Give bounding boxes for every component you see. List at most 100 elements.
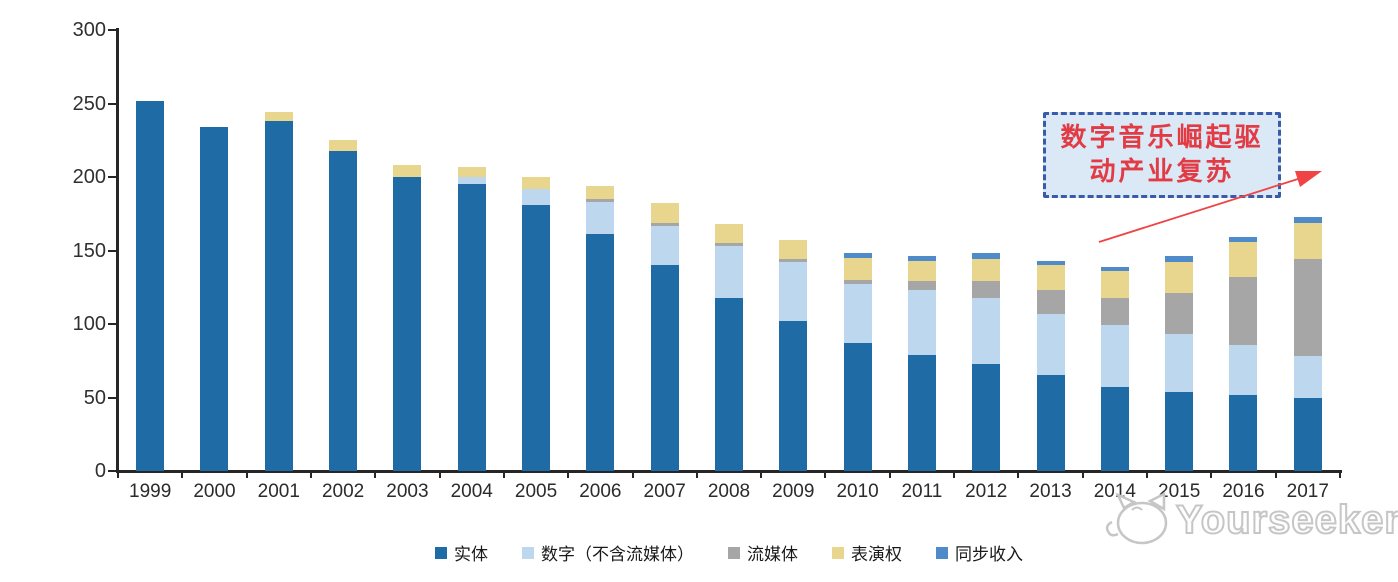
x-tick-label: 2009 — [772, 481, 815, 502]
bar-segment — [264, 121, 293, 471]
x-tick-mark — [1146, 472, 1149, 478]
watermark-brand: Yourseeker — [1175, 497, 1398, 543]
bar-group-2014 — [1083, 30, 1147, 471]
x-tick-mark — [1274, 472, 1277, 478]
bar-segment — [393, 165, 422, 177]
legend-item: 表演权 — [832, 540, 902, 565]
bar-segment — [522, 188, 551, 205]
bar-segment — [1036, 375, 1065, 471]
bar-segment — [586, 202, 615, 235]
bar-segment — [1100, 297, 1129, 326]
y-tick-mark — [108, 323, 117, 325]
y-tick-mark — [108, 396, 117, 399]
stacked-bar — [1293, 216, 1322, 471]
bar-segment — [329, 140, 358, 151]
x-tick-mark — [1339, 472, 1341, 478]
bar-segment — [1165, 262, 1194, 294]
watermark: Yourseeker — [1102, 492, 1398, 548]
bar-segment — [393, 177, 422, 471]
bar-segment — [457, 184, 486, 471]
bar-group-2013 — [1018, 30, 1082, 471]
bar-segment — [1229, 394, 1258, 471]
x-tick-label: 2000 — [193, 481, 236, 502]
stacked-bar — [1100, 266, 1129, 471]
y-tick-mark — [108, 249, 117, 252]
stacked-bar — [907, 256, 936, 471]
legend-swatch-icon — [832, 546, 844, 559]
bar-segment — [1036, 290, 1065, 314]
x-axis — [116, 470, 1342, 473]
bar-segment — [1100, 266, 1129, 272]
x-tick-mark — [824, 472, 827, 478]
bar-segment — [779, 262, 808, 322]
y-tick-mark — [108, 176, 117, 178]
bar-segment — [779, 240, 808, 260]
x-tick-label: 2008 — [707, 481, 751, 502]
x-tick-label: 2002 — [321, 481, 365, 502]
stacked-bar — [1229, 237, 1258, 471]
bar-segment — [1165, 293, 1194, 335]
bar-segment — [136, 100, 165, 471]
bar-segment — [1293, 356, 1322, 398]
annotation-text-line2: 动产业复苏 — [1089, 157, 1235, 186]
plot-bars — [118, 30, 1340, 471]
legend: 实体 数字（不含流媒体） 流媒体 表演权 同步收入 — [118, 540, 1340, 565]
x-tick-label: 2014 — [1093, 481, 1136, 502]
y-tick-label: 150 — [72, 239, 106, 262]
bar-group-2007 — [633, 30, 697, 471]
bar-group-2015 — [1147, 30, 1211, 471]
legend-item: 流媒体 — [728, 540, 798, 565]
x-tick-label: 2006 — [579, 481, 622, 502]
bar-segment — [1293, 216, 1322, 223]
legend-swatch-icon — [435, 546, 447, 559]
y-tick-mark — [108, 29, 117, 31]
x-tick-mark — [888, 472, 891, 478]
bar-segment — [1100, 271, 1129, 298]
x-tick-label: 2010 — [836, 481, 879, 502]
y-tick-label: 0 — [94, 460, 106, 482]
x-tick-label: 2007 — [643, 481, 686, 502]
bar-segment — [843, 253, 872, 258]
stacked-bar — [843, 253, 872, 471]
bar-segment — [779, 259, 808, 263]
bar-group-2017 — [1276, 30, 1340, 471]
bar-segment — [650, 225, 679, 266]
x-tick-label: 2003 — [386, 481, 429, 502]
bar-segment — [843, 257, 872, 280]
y-tick-label: 250 — [72, 92, 106, 115]
bar-group-2003 — [375, 30, 439, 471]
legend-label: 实体 — [454, 545, 488, 564]
x-tick-mark — [953, 472, 956, 478]
bar-segment — [972, 259, 1001, 282]
stacked-bar — [136, 100, 165, 471]
bar-segment — [1293, 397, 1322, 471]
bar-segment — [779, 321, 808, 471]
x-tick-mark — [502, 472, 505, 478]
bar-segment — [1165, 334, 1194, 392]
bar-segment — [972, 363, 1001, 471]
y-tick-label: 100 — [72, 313, 106, 335]
stacked-bar — [714, 224, 743, 471]
y-tick-mark — [108, 102, 117, 105]
bar-segment — [650, 222, 679, 226]
legend-swatch-icon — [522, 546, 534, 559]
bar-group-2016 — [1211, 30, 1275, 471]
bar-segment — [972, 297, 1001, 364]
annotation-text-line1: 数字音乐崛起驱 — [1060, 123, 1264, 152]
x-tick-label: 2015 — [1158, 481, 1201, 502]
x-tick-label: 2017 — [1286, 481, 1329, 502]
bar-group-2005 — [504, 30, 568, 471]
bar-segment — [1229, 241, 1258, 277]
y-tick-label: 50 — [83, 386, 106, 409]
bar-segment — [457, 177, 486, 185]
bar-segment — [1036, 260, 1065, 266]
legend-item: 数字（不含流媒体） — [522, 540, 694, 565]
bar-group-2008 — [697, 30, 761, 471]
bar-group-2001 — [247, 30, 311, 471]
bar-segment — [1165, 391, 1194, 471]
bar-group-2000 — [182, 30, 246, 471]
stacked-bar — [586, 185, 615, 471]
bar-segment — [457, 166, 486, 178]
y-axis — [116, 28, 119, 472]
